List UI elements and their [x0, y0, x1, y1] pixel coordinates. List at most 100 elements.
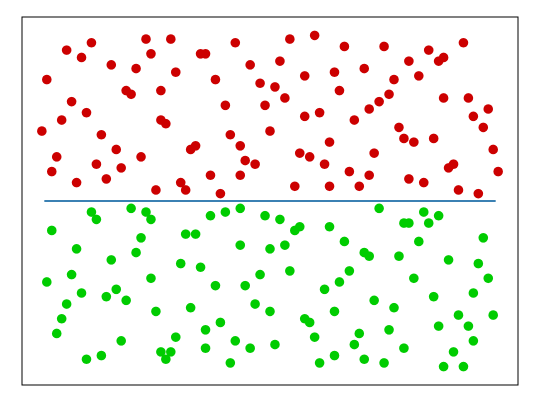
- point: [91, 159, 102, 169]
- point: [255, 78, 265, 89]
- point: [255, 269, 265, 280]
- point: [389, 74, 399, 85]
- point: [96, 350, 107, 361]
- point: [364, 104, 375, 114]
- point: [205, 170, 216, 181]
- point: [42, 74, 52, 85]
- point: [339, 41, 350, 52]
- point: [414, 236, 424, 247]
- point: [180, 229, 191, 239]
- point: [304, 152, 315, 162]
- point: [225, 358, 236, 368]
- point: [453, 185, 464, 195]
- point: [116, 163, 126, 173]
- point: [151, 185, 161, 195]
- point: [111, 144, 122, 155]
- point: [453, 310, 464, 320]
- point: [478, 233, 489, 243]
- point: [294, 148, 305, 158]
- point: [101, 174, 112, 184]
- point: [195, 262, 206, 273]
- point: [185, 302, 196, 313]
- point: [349, 339, 360, 350]
- point: [230, 37, 241, 48]
- point: [46, 225, 57, 236]
- point: [156, 347, 166, 357]
- point: [235, 203, 246, 214]
- point: [468, 288, 479, 298]
- point: [329, 306, 340, 317]
- point: [126, 203, 136, 214]
- point: [463, 93, 474, 103]
- point: [205, 210, 216, 221]
- point: [299, 71, 310, 81]
- point: [448, 347, 459, 357]
- point: [384, 325, 394, 335]
- point: [265, 306, 275, 317]
- point: [101, 291, 112, 302]
- point: [240, 155, 250, 166]
- point: [334, 85, 345, 96]
- point: [175, 177, 186, 188]
- point: [473, 188, 484, 199]
- point: [488, 310, 499, 320]
- point: [131, 247, 141, 258]
- point: [399, 343, 409, 354]
- point: [478, 122, 489, 133]
- point: [409, 273, 419, 284]
- point: [136, 152, 146, 162]
- point: [71, 244, 82, 254]
- point: [121, 85, 131, 96]
- point: [210, 74, 221, 85]
- point: [443, 255, 454, 265]
- point: [245, 343, 255, 354]
- point: [314, 358, 325, 368]
- point: [483, 104, 494, 114]
- point: [438, 361, 449, 372]
- point: [235, 170, 246, 181]
- point: [399, 133, 409, 144]
- point: [409, 137, 419, 147]
- point: [37, 126, 47, 136]
- point: [423, 45, 434, 55]
- point: [146, 214, 156, 225]
- point: [175, 258, 186, 269]
- point: [428, 291, 439, 302]
- point: [438, 93, 449, 103]
- point: [141, 34, 151, 44]
- point: [394, 251, 404, 261]
- point: [161, 354, 171, 365]
- point: [364, 170, 375, 181]
- point: [225, 129, 236, 140]
- point: [483, 273, 494, 284]
- point: [51, 328, 62, 339]
- point: [443, 163, 454, 173]
- point: [61, 299, 72, 309]
- point: [404, 174, 414, 184]
- point: [359, 63, 370, 74]
- point: [344, 166, 355, 177]
- point: [290, 225, 300, 236]
- point: [275, 214, 285, 225]
- point: [354, 181, 365, 192]
- point: [240, 280, 250, 291]
- point: [250, 159, 260, 169]
- point: [111, 284, 122, 295]
- point: [314, 107, 325, 118]
- point: [265, 126, 275, 136]
- point: [319, 284, 330, 295]
- point: [200, 325, 211, 335]
- point: [354, 328, 365, 339]
- point: [215, 188, 226, 199]
- point: [359, 247, 370, 258]
- point: [220, 100, 231, 111]
- point: [433, 56, 444, 66]
- point: [458, 37, 469, 48]
- point: [71, 177, 82, 188]
- point: [394, 122, 404, 133]
- point: [329, 67, 340, 77]
- point: [66, 269, 77, 280]
- point: [468, 336, 479, 346]
- point: [210, 280, 221, 291]
